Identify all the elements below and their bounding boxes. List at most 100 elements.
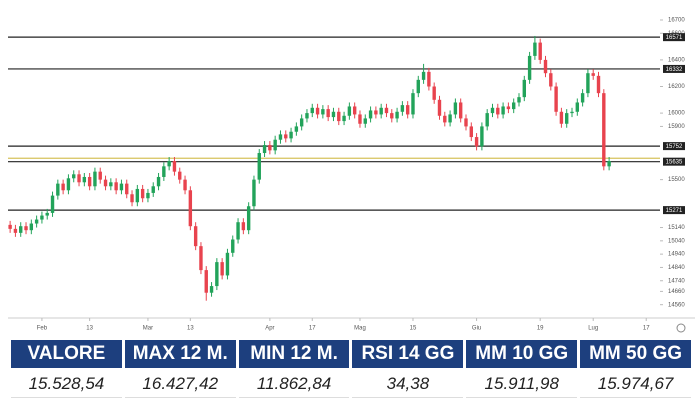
candle-body bbox=[549, 73, 553, 87]
header-row: VALORE MAX 12 M. MIN 12 M. RSI 14 GG MM 10 G… bbox=[11, 340, 691, 368]
candle-body bbox=[400, 105, 405, 112]
y-tick-label: 16200 bbox=[668, 84, 685, 90]
candle-body bbox=[135, 188, 140, 203]
table-value: 15.974,67 bbox=[580, 371, 691, 398]
y-tick-label: 14560 bbox=[668, 302, 685, 308]
x-tick-label: Mar bbox=[143, 326, 153, 332]
candle-body bbox=[151, 186, 155, 193]
candle-body bbox=[231, 239, 235, 253]
candle-body bbox=[411, 93, 415, 115]
candle-body bbox=[443, 115, 447, 123]
candle-body bbox=[305, 113, 309, 119]
candle-body bbox=[72, 174, 76, 179]
candle-body bbox=[347, 106, 352, 116]
candle-body bbox=[8, 224, 12, 229]
candle-body bbox=[586, 73, 590, 94]
candle-body bbox=[109, 182, 113, 187]
candle-body bbox=[453, 102, 458, 115]
candle-body bbox=[29, 223, 34, 231]
candle-body bbox=[215, 262, 219, 287]
candle-body bbox=[252, 179, 256, 207]
x-tick-label: 15 bbox=[410, 326, 417, 332]
table-value: 15.528,54 bbox=[11, 371, 122, 398]
candle-body bbox=[220, 262, 224, 276]
chart: 1670016600164001620016000159001550015140… bbox=[8, 18, 695, 333]
candle-body bbox=[326, 109, 330, 118]
candle-body bbox=[527, 55, 532, 80]
candle-body bbox=[87, 176, 92, 187]
candle-body bbox=[257, 153, 261, 180]
candle-body bbox=[580, 93, 585, 103]
candle-body bbox=[480, 126, 484, 147]
x-tick-label: Apr bbox=[265, 326, 274, 332]
candle-body bbox=[437, 99, 442, 116]
candle-body bbox=[374, 110, 378, 115]
candle-body bbox=[193, 226, 198, 247]
candle-body bbox=[421, 71, 426, 80]
level-label: 16332 bbox=[666, 67, 683, 73]
candle-body bbox=[506, 106, 511, 110]
candle-body bbox=[448, 114, 452, 123]
settings-icon[interactable] bbox=[676, 323, 686, 333]
candle-body bbox=[167, 161, 171, 167]
candle-body bbox=[119, 183, 124, 191]
level-label: 15752 bbox=[666, 144, 683, 150]
candle-body bbox=[50, 195, 55, 213]
candle-body bbox=[294, 126, 299, 132]
candle-body bbox=[284, 134, 288, 139]
table-header: MIN 12 M. bbox=[238, 340, 350, 368]
level-label: 15271 bbox=[666, 208, 683, 214]
candle-body bbox=[543, 59, 548, 74]
table-header: VALORE bbox=[11, 340, 122, 368]
candle-body bbox=[278, 134, 283, 140]
candle-body bbox=[77, 174, 81, 183]
candle-body bbox=[268, 145, 272, 151]
candle-body bbox=[24, 226, 28, 231]
candle-body bbox=[162, 166, 166, 177]
y-tick-label: 16700 bbox=[668, 18, 685, 24]
candle-body bbox=[34, 219, 39, 224]
candle-body bbox=[511, 102, 516, 110]
candle-body bbox=[390, 113, 394, 119]
table-header: MM 10 GG bbox=[466, 340, 578, 368]
candle-body bbox=[363, 118, 367, 124]
table-value: 11.862,84 bbox=[238, 371, 350, 398]
candle-body bbox=[570, 111, 574, 114]
table-value: 15.911,98 bbox=[466, 371, 578, 398]
candle-body bbox=[114, 182, 118, 191]
x-tick-label: Giu bbox=[472, 326, 481, 332]
candle-body bbox=[40, 215, 44, 220]
candle-body bbox=[321, 109, 325, 115]
candle-body bbox=[501, 106, 505, 115]
candle-body bbox=[204, 270, 208, 293]
candle-body bbox=[93, 171, 97, 187]
y-tick-label: 15500 bbox=[668, 177, 685, 183]
candle-body bbox=[66, 178, 71, 191]
candle-body bbox=[474, 137, 479, 147]
level-box bbox=[663, 206, 685, 215]
candle-body bbox=[496, 107, 500, 115]
candle-body bbox=[554, 86, 558, 112]
value-row: 15.528,54 16.427,42 11.862,84 34,38 15.911,9… bbox=[11, 371, 691, 398]
level-label: 15635 bbox=[666, 160, 683, 166]
candle-body bbox=[596, 75, 601, 94]
candle-body bbox=[45, 212, 49, 216]
level-label: 16571 bbox=[666, 35, 683, 41]
candle-body bbox=[188, 190, 193, 227]
candle-body bbox=[538, 42, 542, 60]
y-tick-label: 16000 bbox=[668, 111, 685, 117]
candle-body bbox=[310, 107, 314, 114]
candle-body bbox=[156, 176, 161, 187]
x-tick-label: 17 bbox=[643, 326, 650, 332]
candle-body bbox=[384, 107, 389, 114]
table-header: RSI 14 GG bbox=[352, 340, 464, 368]
x-tick-label: Feb bbox=[37, 326, 48, 332]
table-header: MAX 12 M. bbox=[124, 340, 236, 368]
candle-body bbox=[19, 226, 23, 233]
x-tick-label: 19 bbox=[537, 326, 544, 332]
candle-body bbox=[178, 171, 182, 180]
x-tick-label: Lug bbox=[588, 326, 598, 332]
candle-body bbox=[82, 176, 87, 183]
candle-body bbox=[533, 42, 537, 56]
